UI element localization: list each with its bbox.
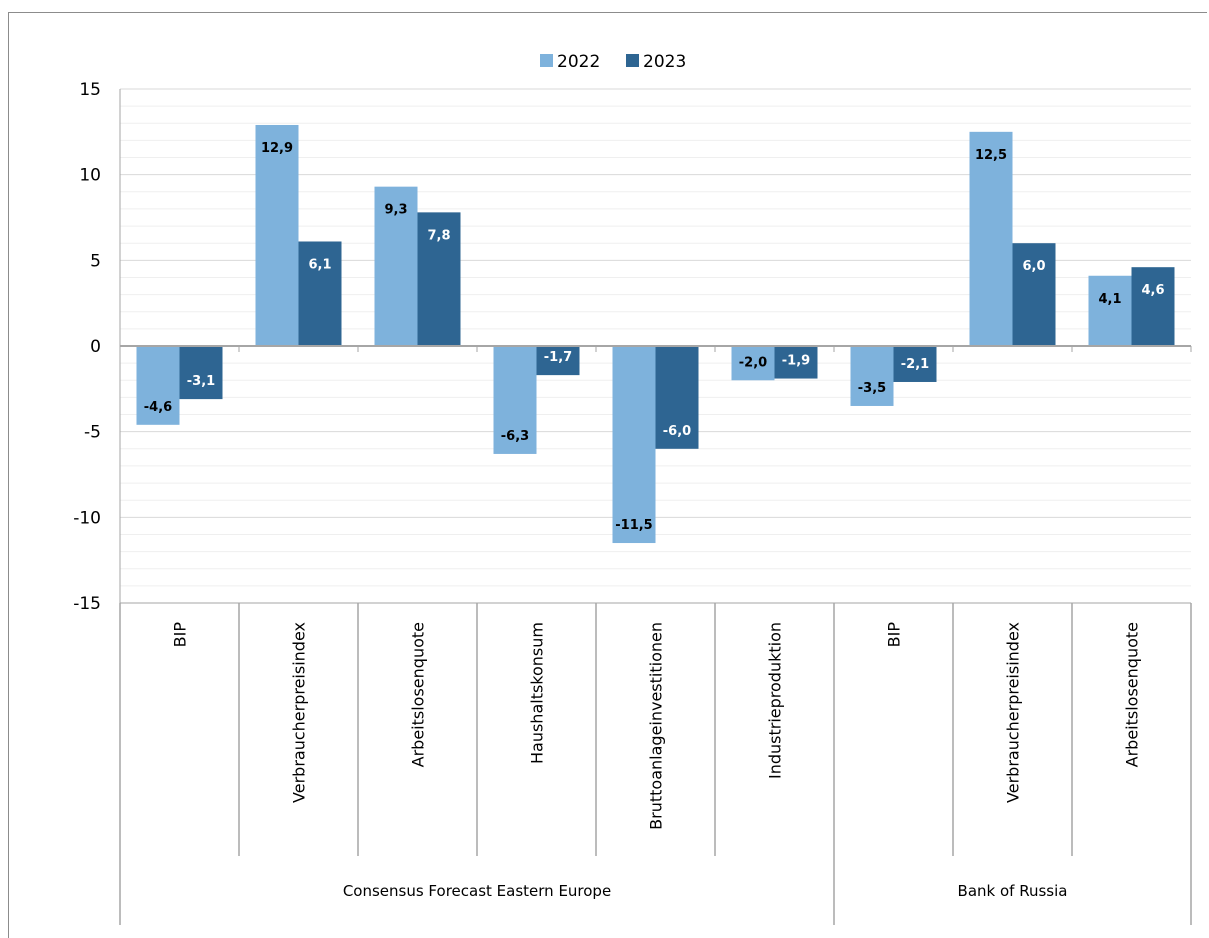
data-label: 9,3: [384, 203, 407, 218]
bar-2022-0: [136, 346, 180, 425]
legend-label: 2022: [557, 52, 600, 72]
y-tick-label: 10: [79, 166, 101, 186]
bar-2023-5: [774, 346, 818, 379]
data-label: -6,3: [501, 429, 529, 444]
data-label: 4,1: [1098, 292, 1121, 307]
data-label: -4,6: [144, 400, 172, 415]
category-label: Verbraucherpreisindex: [1004, 622, 1023, 803]
y-tick-label: -15: [73, 594, 101, 614]
data-label: 12,9: [261, 141, 293, 156]
bar-2022-1: [255, 124, 299, 346]
bar-2023-1: [298, 241, 342, 346]
data-label: -11,5: [615, 518, 652, 533]
bar-2023-0: [179, 346, 223, 400]
category-label: Arbeitslosenquote: [409, 622, 428, 767]
y-tick-label: 0: [90, 337, 101, 357]
data-label: -3,1: [187, 374, 215, 389]
data-label: -6,0: [663, 424, 691, 439]
y-tick-label: 5: [90, 251, 101, 271]
category-label: BIP: [885, 622, 904, 648]
bar-2022-7: [969, 131, 1013, 346]
bar-2022-4: [612, 346, 656, 544]
bar-2023-3: [536, 346, 580, 376]
category-label: Arbeitslosenquote: [1123, 622, 1142, 767]
data-label: 6,1: [308, 257, 331, 272]
y-tick-label: -10: [73, 508, 101, 528]
legend-label: 2023: [643, 52, 686, 72]
data-label: 7,8: [427, 228, 450, 243]
bar-2023-7: [1012, 243, 1056, 346]
bar-2023-4: [655, 346, 699, 449]
category-label: Bruttoanlageinvestitionen: [647, 622, 666, 830]
bar-2023-2: [417, 212, 461, 346]
data-label: -2,1: [901, 357, 929, 372]
category-label: Industrieproduktion: [766, 622, 785, 779]
bar-2023-6: [893, 346, 937, 382]
data-label: -1,9: [782, 354, 810, 369]
y-tick-label: -5: [84, 423, 101, 443]
data-label: 6,0: [1022, 259, 1045, 274]
data-label: -3,5: [858, 381, 886, 396]
bar-2022-6: [850, 346, 894, 406]
category-label: BIP: [171, 622, 190, 648]
data-label: -1,7: [544, 350, 572, 365]
bar-2023-8: [1131, 267, 1175, 346]
bar-2022-3: [493, 346, 537, 454]
data-label: 4,6: [1141, 283, 1164, 298]
category-label: Haushaltskonsum: [528, 622, 547, 764]
legend-swatch-2023: [626, 54, 639, 67]
group-label: Bank of Russia: [958, 882, 1068, 900]
bar-2022-2: [374, 186, 418, 346]
group-label: Consensus Forecast Eastern Europe: [343, 882, 611, 900]
bar-2022-5: [731, 346, 775, 381]
y-tick-label: 15: [79, 80, 101, 100]
chart-frame: [8, 12, 1207, 938]
legend-swatch-2022: [540, 54, 553, 67]
data-label: 12,5: [975, 148, 1007, 163]
data-label: -2,0: [739, 355, 767, 370]
category-label: Verbraucherpreisindex: [290, 622, 309, 803]
bar-2022-8: [1088, 275, 1132, 346]
